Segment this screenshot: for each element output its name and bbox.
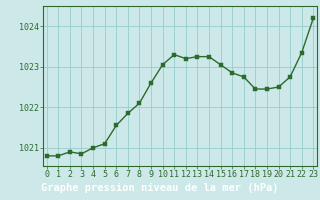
Text: Graphe pression niveau de la mer (hPa): Graphe pression niveau de la mer (hPa) xyxy=(41,183,279,193)
